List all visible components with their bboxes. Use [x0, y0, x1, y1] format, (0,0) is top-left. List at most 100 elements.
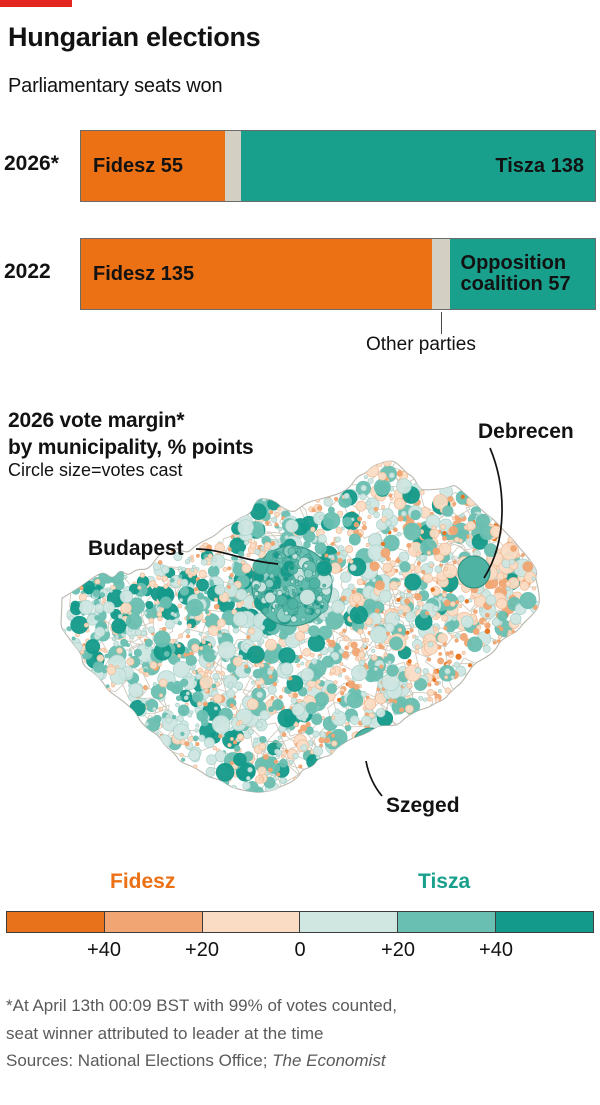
municipality-circle — [374, 608, 380, 614]
municipality-circle — [349, 715, 360, 726]
municipality-circle — [175, 702, 180, 708]
municipality-circle — [235, 588, 248, 601]
municipality-circle — [326, 683, 338, 694]
municipality-circle — [179, 752, 184, 758]
municipality-circle — [499, 626, 504, 632]
municipality-circle — [243, 643, 251, 651]
map-svg: Budapest Debrecen Szeged — [60, 420, 574, 817]
map-title: 2026 vote margin* by municipality, % poi… — [8, 408, 254, 461]
municipality-circle — [488, 583, 493, 588]
municipality-circle — [204, 688, 209, 693]
municipality-circle — [157, 662, 162, 667]
municipality-circle — [378, 472, 387, 481]
municipality-circle — [397, 627, 403, 633]
municipality-circle — [177, 653, 182, 658]
municipality-circle — [396, 478, 412, 494]
municipality-circle — [216, 618, 226, 628]
municipality-circle — [506, 587, 511, 592]
municipality-circle — [491, 617, 501, 627]
municipality-circle — [268, 767, 273, 773]
municipality-circle — [455, 653, 462, 660]
municipality-circle — [207, 553, 213, 559]
municipality-circle — [348, 533, 361, 546]
municipality-circle — [278, 758, 288, 768]
municipality-circle — [344, 675, 349, 680]
municipality-circle — [316, 560, 333, 577]
municipality-circle — [357, 516, 363, 522]
municipality-circle — [188, 749, 201, 762]
municipality-circle — [447, 659, 452, 665]
municipality-circle — [399, 707, 405, 713]
municipality-circle — [186, 598, 204, 617]
municipality-border — [425, 644, 449, 670]
municipality-circle — [492, 640, 497, 645]
municipality-circle — [259, 624, 266, 631]
legend-label-tisza: Tisza — [418, 870, 471, 893]
municipality-circle — [246, 553, 251, 558]
municipality-circle — [475, 513, 490, 528]
municipality-circle — [455, 516, 462, 524]
legend-swatch-3 — [300, 912, 399, 932]
municipality-circle — [404, 573, 422, 591]
municipality-circle — [186, 623, 192, 629]
municipality-circle — [448, 525, 458, 536]
municipality-circle — [226, 689, 236, 699]
municipality-circle — [200, 718, 209, 727]
municipality-circle — [384, 519, 392, 527]
municipality-circle — [344, 645, 350, 651]
municipality-circle — [414, 635, 419, 640]
municipality-circle — [378, 589, 392, 603]
municipality-circle — [259, 735, 267, 744]
municipality-circle — [287, 598, 299, 610]
municipality-circle — [264, 591, 277, 604]
municipality-circle — [213, 565, 219, 571]
brand-rule — [0, 0, 72, 7]
color-scale-legend: Fidesz Tisza +40 +20 0 +20 +40 — [0, 865, 600, 975]
municipality-circle — [350, 641, 358, 649]
municipality-circle — [339, 669, 344, 674]
municipality-circle — [247, 728, 254, 735]
municipality-circle — [342, 628, 347, 633]
municipality-circle — [484, 622, 491, 629]
municipality-circle — [347, 583, 355, 591]
municipality-circle — [435, 612, 441, 619]
municipality-circle — [174, 640, 179, 645]
municipality-circle — [153, 583, 159, 589]
municipality-circle — [193, 764, 198, 769]
bar-segment-label-fidesz-2026: Fidesz 55 — [93, 154, 184, 177]
legend-tick-labels: +40 +20 0 +20 +40 — [6, 939, 594, 965]
municipality-circle — [389, 525, 395, 531]
debrecen-circle — [457, 555, 491, 589]
municipality-circle — [80, 650, 85, 655]
municipality-circle — [316, 679, 321, 684]
municipality-circle — [257, 766, 267, 776]
municipality-circle — [186, 634, 191, 639]
municipality-circle — [226, 662, 237, 673]
page-subtitle: Parliamentary seats won — [8, 75, 223, 97]
municipality-circle — [331, 715, 336, 720]
municipality-circle — [278, 647, 296, 665]
municipality-circle — [432, 576, 438, 582]
municipality-circle — [389, 580, 399, 591]
municipality-circle — [158, 678, 168, 688]
municipality-circle — [267, 669, 273, 676]
municipality-circle — [171, 549, 176, 554]
footnote-line2: seat winner attributed to leader at the … — [6, 1023, 324, 1043]
municipality-circle — [331, 740, 338, 747]
municipality-circle — [243, 540, 249, 546]
municipality-circle — [402, 683, 407, 688]
municipality-circle — [318, 736, 326, 744]
municipality-circle — [218, 633, 223, 638]
municipality-circle — [399, 591, 405, 597]
municipality-circle — [206, 754, 217, 766]
municipality-circle — [157, 734, 172, 749]
municipality-circle — [128, 682, 144, 698]
municipality-circle — [256, 721, 263, 729]
municipality-circle — [237, 519, 255, 536]
municipality-circle — [277, 554, 282, 559]
map-vote-circles — [61, 461, 540, 793]
municipality-circle — [104, 653, 109, 659]
municipality-circle — [113, 640, 120, 647]
municipality-circle — [163, 584, 169, 589]
municipality-circle — [246, 634, 251, 640]
